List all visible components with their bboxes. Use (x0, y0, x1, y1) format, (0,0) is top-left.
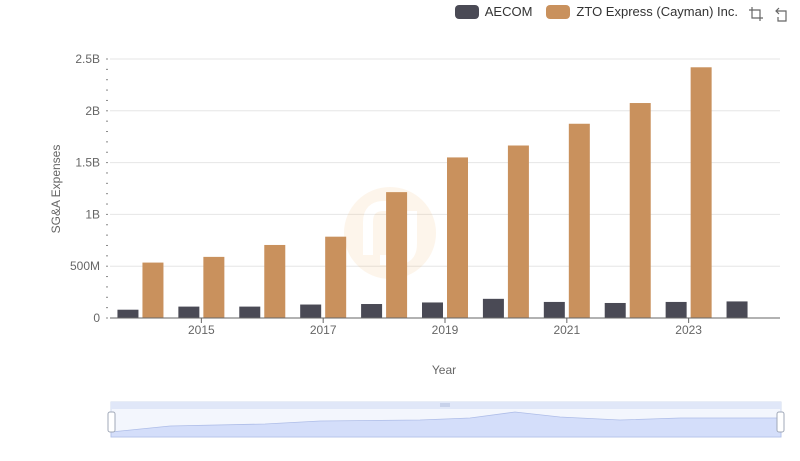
bar-aecom-2019[interactable] (422, 302, 443, 318)
slider-left-handle[interactable] (107, 411, 116, 433)
x-tick-label: 2019 (432, 323, 459, 337)
legend-item-zto[interactable]: ZTO Express (Cayman) Inc. (546, 4, 738, 19)
x-axis: 2015 2017 2019 2021 2023 (188, 318, 702, 337)
bar-zto-2015[interactable] (203, 256, 225, 318)
y-tick-label: 2.5B (75, 52, 100, 66)
data-zoom-slider[interactable] (107, 401, 785, 438)
bar-zto-2014[interactable] (142, 262, 164, 318)
bar-aecom-2022[interactable] (604, 302, 626, 318)
x-tick-label: 2021 (553, 323, 580, 337)
slider-preview-area (110, 411, 782, 438)
y-axis-title: SG&A Expenses (49, 145, 63, 234)
bar-aecom-2018[interactable] (361, 304, 383, 318)
legend: AECOM ZTO Express (Cayman) Inc. (454, 4, 738, 19)
bar-zto-2022[interactable] (629, 103, 651, 318)
bar-aecom-2024[interactable] (726, 301, 748, 318)
legend-swatch-aecom (454, 4, 479, 19)
y-tick-label: 1.5B (75, 156, 100, 170)
bar-zto-2017[interactable] (325, 236, 347, 318)
bar-zto-2023[interactable] (690, 67, 712, 319)
bar-aecom-2016[interactable] (239, 306, 261, 318)
restore-icon[interactable] (774, 6, 790, 22)
legend-swatch-zto (546, 4, 571, 19)
y-tick-label: 0 (93, 311, 100, 325)
bar-aecom-2023[interactable] (665, 301, 687, 318)
legend-item-aecom[interactable]: AECOM (454, 4, 533, 19)
bar-zto-2016[interactable] (264, 244, 286, 318)
bar-aecom-2014[interactable] (117, 309, 139, 318)
x-tick-label: 2017 (310, 323, 337, 337)
slider-right-handle[interactable] (776, 411, 785, 433)
y-tick-label: 2B (85, 104, 100, 118)
x-tick-label: 2015 (188, 323, 215, 337)
bar-aecom-2015[interactable] (178, 306, 200, 318)
x-tick-label: 2023 (675, 323, 702, 337)
y-axis: 0 500M 1B 1.5B 2B 2.5B (70, 52, 108, 325)
x-axis-title: Year (432, 363, 456, 377)
bar-zto-2019[interactable] (447, 157, 468, 318)
bar-zto-2018[interactable] (386, 192, 408, 318)
y-tick-label: 1B (85, 207, 100, 221)
legend-label-aecom: AECOM (484, 4, 533, 19)
slider-drag-grip[interactable] (440, 403, 450, 407)
bars (117, 67, 748, 319)
bar-aecom-2020[interactable] (482, 298, 504, 318)
bar-aecom-2017[interactable] (300, 304, 322, 318)
zoom-icon[interactable] (748, 6, 764, 22)
bar-zto-2021[interactable] (568, 123, 590, 318)
bar-aecom-2021[interactable] (543, 301, 565, 318)
grid-lines (110, 58, 780, 267)
legend-label-zto: ZTO Express (Cayman) Inc. (576, 4, 738, 19)
y-tick-label: 500M (70, 259, 100, 273)
bar-zto-2020[interactable] (507, 145, 529, 318)
